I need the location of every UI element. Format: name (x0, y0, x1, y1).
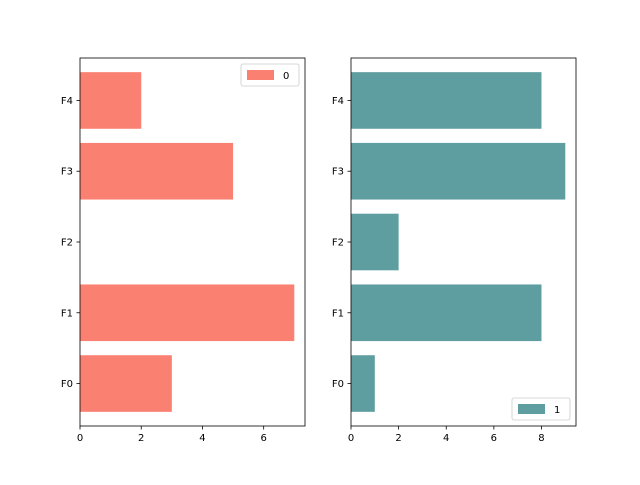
bar-F1 (351, 284, 542, 342)
bar-F3 (80, 142, 234, 200)
bar-F2 (351, 213, 399, 271)
y-tick-label: F4 (332, 96, 344, 107)
y-tick-label: F3 (61, 167, 73, 178)
x-tick-label: 2 (395, 433, 401, 444)
y-tick-label: F0 (332, 379, 344, 390)
legend: 0 (240, 63, 300, 87)
bar-F0 (351, 355, 375, 412)
y-tick-label: F1 (332, 308, 344, 319)
x-tick-label: 6 (260, 433, 266, 444)
y-tick-label: F0 (61, 379, 73, 390)
chart-panel-1: F0 F1 F2 F3 F4 0 2 4 6 8 1 (332, 57, 577, 444)
legend: 1 (511, 397, 571, 421)
x-tick-label: 2 (138, 433, 144, 444)
y-tick-label: F4 (61, 96, 73, 107)
x-tick-label: 8 (538, 433, 544, 444)
legend-label: 1 (554, 405, 560, 416)
bar-F1 (80, 284, 295, 342)
x-tick-label: 6 (491, 433, 497, 444)
bar-F4 (351, 72, 542, 129)
bar-F4 (80, 72, 142, 129)
y-tick-label: F3 (332, 167, 344, 178)
x-tick-label: 0 (348, 433, 354, 444)
x-tick-label: 4 (199, 433, 205, 444)
y-tick-label: F2 (332, 238, 344, 249)
y-tick-label: F1 (61, 308, 73, 319)
y-tick-label: F2 (61, 238, 73, 249)
bar-F3 (351, 142, 566, 200)
bar-F0 (80, 355, 172, 412)
legend-swatch (247, 70, 274, 80)
chart-panel-0: F0 F1 F2 F3 F4 0 2 4 6 0 (61, 57, 306, 444)
legend-label: 0 (283, 71, 289, 82)
x-tick-label: 0 (77, 433, 83, 444)
legend-swatch (518, 404, 545, 414)
x-tick-label: 4 (443, 433, 449, 444)
